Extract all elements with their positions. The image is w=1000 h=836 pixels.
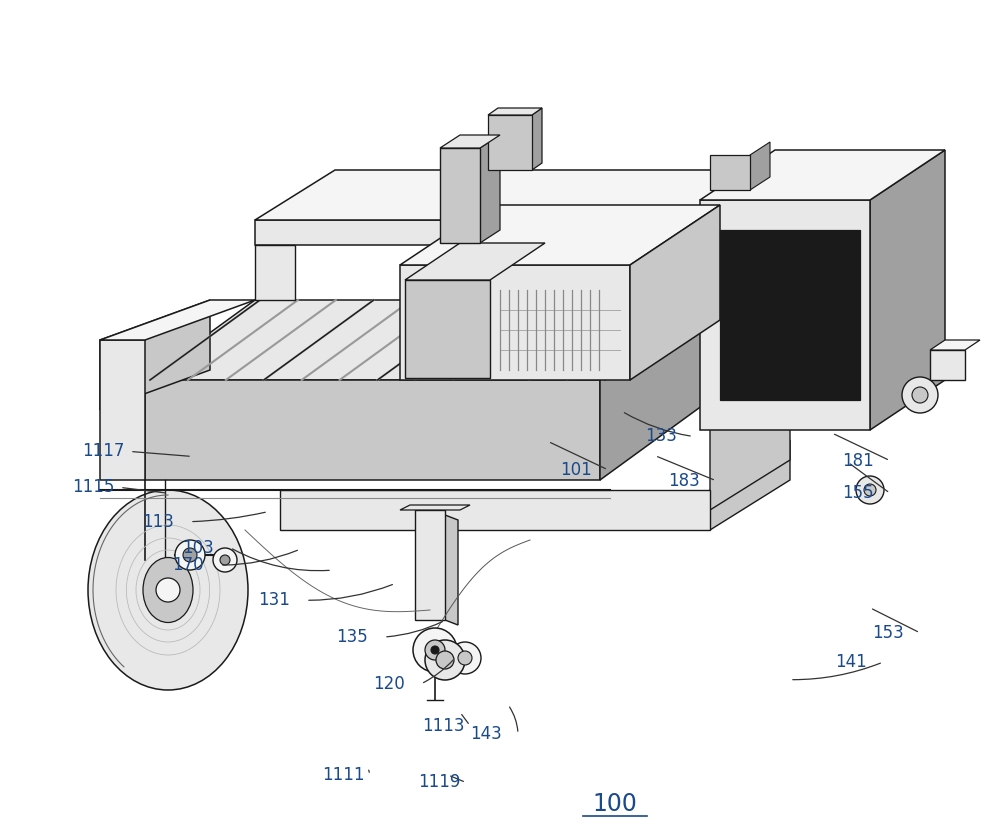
Polygon shape xyxy=(630,205,720,380)
Text: 153: 153 xyxy=(872,624,904,642)
Polygon shape xyxy=(710,330,790,510)
Circle shape xyxy=(902,377,938,413)
Circle shape xyxy=(864,484,876,496)
Polygon shape xyxy=(680,245,720,300)
Polygon shape xyxy=(100,300,210,410)
Polygon shape xyxy=(440,148,480,243)
Polygon shape xyxy=(400,505,470,510)
Text: 131: 131 xyxy=(258,591,290,609)
Text: 141: 141 xyxy=(835,653,867,671)
Text: 103: 103 xyxy=(182,538,214,557)
Text: 113: 113 xyxy=(142,512,174,531)
Polygon shape xyxy=(255,245,295,300)
Polygon shape xyxy=(700,200,870,430)
Polygon shape xyxy=(255,170,800,220)
Polygon shape xyxy=(405,280,490,378)
Circle shape xyxy=(425,640,445,660)
Text: 135: 135 xyxy=(336,628,368,646)
Circle shape xyxy=(856,476,884,504)
Text: 155: 155 xyxy=(842,484,874,502)
Polygon shape xyxy=(532,108,542,170)
Text: 1117: 1117 xyxy=(82,442,124,461)
Polygon shape xyxy=(445,515,458,625)
Ellipse shape xyxy=(143,558,193,623)
Polygon shape xyxy=(145,300,710,380)
Circle shape xyxy=(156,578,180,602)
Polygon shape xyxy=(400,205,720,265)
Circle shape xyxy=(449,642,481,674)
Text: 170: 170 xyxy=(172,556,204,574)
Polygon shape xyxy=(480,135,500,243)
Polygon shape xyxy=(930,340,980,350)
Polygon shape xyxy=(930,350,965,380)
Text: 183: 183 xyxy=(668,472,700,490)
Text: 1111: 1111 xyxy=(322,766,364,784)
Polygon shape xyxy=(405,243,545,280)
Text: 133: 133 xyxy=(645,427,677,446)
Polygon shape xyxy=(700,150,945,200)
Polygon shape xyxy=(720,170,800,245)
Polygon shape xyxy=(488,115,532,170)
Circle shape xyxy=(436,651,454,669)
Polygon shape xyxy=(488,108,542,115)
Polygon shape xyxy=(100,300,255,340)
Circle shape xyxy=(912,387,928,403)
Text: 143: 143 xyxy=(470,725,502,743)
Circle shape xyxy=(213,548,237,572)
Polygon shape xyxy=(280,490,710,530)
Text: 120: 120 xyxy=(373,675,405,693)
Polygon shape xyxy=(750,142,770,190)
Ellipse shape xyxy=(88,490,248,690)
Text: 1113: 1113 xyxy=(422,716,464,735)
Circle shape xyxy=(458,651,472,665)
Polygon shape xyxy=(710,155,750,190)
Text: 181: 181 xyxy=(842,451,874,470)
Polygon shape xyxy=(400,265,630,380)
Polygon shape xyxy=(145,380,600,480)
Text: 1119: 1119 xyxy=(418,773,460,792)
Polygon shape xyxy=(415,510,445,620)
Circle shape xyxy=(220,555,230,565)
Polygon shape xyxy=(710,440,790,530)
Polygon shape xyxy=(100,340,145,480)
Text: 100: 100 xyxy=(593,793,637,816)
Polygon shape xyxy=(870,150,945,430)
Polygon shape xyxy=(255,220,720,245)
Circle shape xyxy=(431,646,439,654)
Circle shape xyxy=(175,540,205,570)
Circle shape xyxy=(183,548,197,562)
Text: 101: 101 xyxy=(560,461,592,479)
Circle shape xyxy=(413,628,457,672)
Polygon shape xyxy=(720,230,860,400)
Polygon shape xyxy=(600,300,710,480)
Circle shape xyxy=(425,640,465,680)
Text: 1115: 1115 xyxy=(72,478,114,497)
Polygon shape xyxy=(440,135,500,148)
